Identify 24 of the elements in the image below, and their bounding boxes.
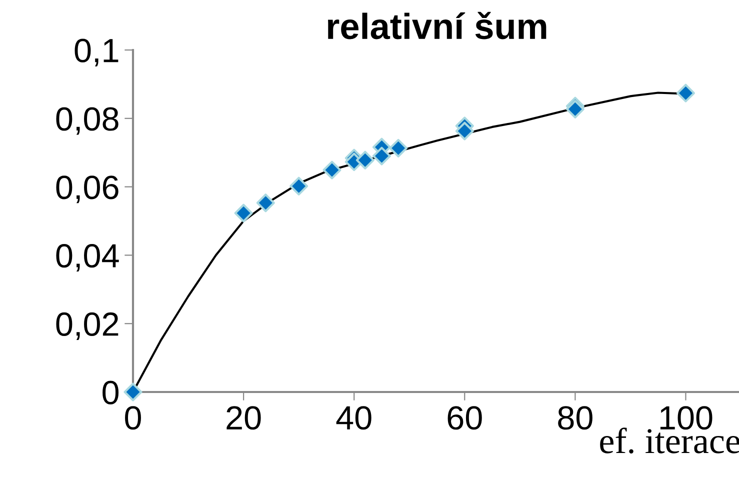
point (389, 138, 408, 158)
y-tick-label: 0,08 (56, 107, 118, 135)
point (290, 176, 308, 196)
point (372, 146, 391, 166)
point (322, 160, 342, 180)
point (234, 204, 253, 222)
y-tick-label: 0,1 (74, 38, 118, 66)
x-tick-label: 40 (336, 406, 372, 430)
point (356, 150, 374, 170)
y-tick-label: 0,06 (56, 176, 118, 204)
point (676, 84, 695, 102)
point (124, 382, 142, 402)
point (455, 122, 474, 140)
point (256, 194, 275, 212)
y-tick-label: 0 (102, 380, 119, 404)
x-tick-label: 100 (660, 406, 712, 430)
point (566, 100, 584, 118)
y-tick-label: 0,02 (56, 312, 118, 340)
chart-title: relativní šum (328, 12, 546, 40)
x-tick-label: 60 (448, 406, 482, 430)
x-tick-label: 80 (558, 406, 592, 430)
x-tick-label: 20 (226, 406, 261, 430)
x-tick-label: 0 (125, 406, 141, 430)
y-tick-label: 0,04 (56, 244, 119, 272)
